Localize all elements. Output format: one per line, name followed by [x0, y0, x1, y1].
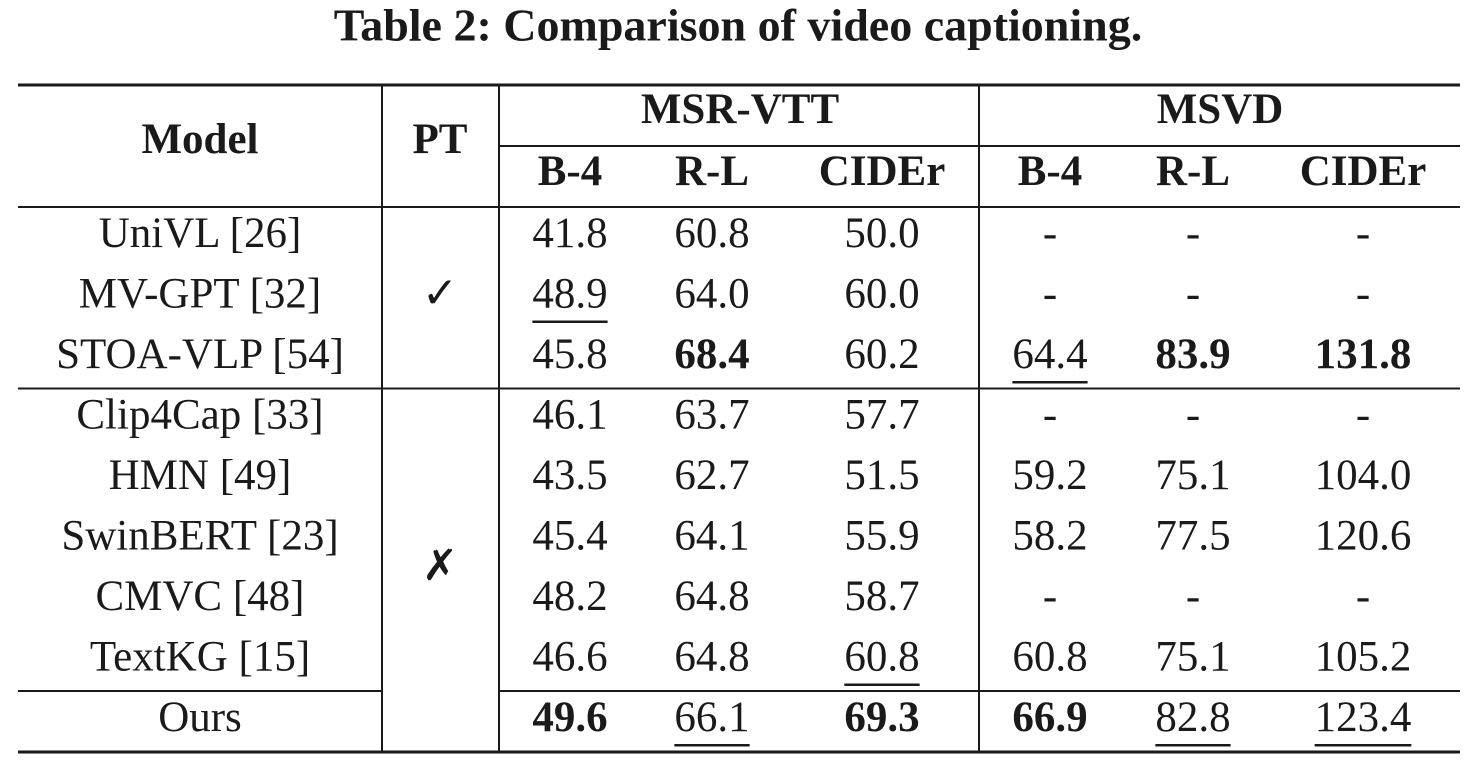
cell-value: -	[1043, 392, 1057, 439]
model-name: STOA-VLP [54]	[56, 331, 344, 378]
cell-value: 64.8	[674, 634, 749, 681]
cell-value: 82.8	[1155, 694, 1230, 741]
cell-value: 51.5	[844, 452, 919, 499]
cell-value: 45.4	[532, 513, 607, 560]
cell-value: 46.6	[532, 634, 607, 681]
cell-value: 50.0	[844, 210, 919, 257]
cell-value: 64.1	[674, 513, 749, 560]
metric-header: CIDEr	[1300, 148, 1427, 195]
cell-value: 63.7	[674, 392, 749, 439]
cell-value: 83.9	[1155, 331, 1230, 378]
cell-value: -	[1186, 210, 1200, 257]
metric-header: R-L	[675, 148, 749, 195]
cell-value: -	[1043, 271, 1057, 318]
header-model: Model	[141, 116, 258, 163]
cell-value: 131.8	[1315, 331, 1412, 378]
cell-value: 105.2	[1315, 634, 1412, 681]
metric-header: B-4	[1018, 148, 1083, 195]
cell-value: -	[1356, 210, 1370, 257]
cell-value: 41.8	[532, 210, 607, 257]
cell-value: 49.6	[532, 694, 607, 741]
model-name: SwinBERT [23]	[61, 513, 338, 560]
cell-value: 75.1	[1155, 452, 1230, 499]
pt-mark: ✓	[422, 271, 458, 318]
model-name: Ours	[158, 694, 242, 741]
header-pt: PT	[413, 116, 468, 163]
cell-value: -	[1356, 392, 1370, 439]
model-name: UniVL [26]	[99, 210, 302, 257]
cell-value: 46.1	[532, 392, 607, 439]
cell-value: 48.9	[532, 271, 607, 318]
model-name: TextKG [15]	[90, 634, 310, 681]
cell-value: 60.8	[844, 634, 919, 681]
cell-value: 60.2	[844, 331, 919, 378]
cell-value: 64.8	[674, 573, 749, 620]
group-header: MSVD	[1157, 86, 1284, 133]
cell-value: 104.0	[1315, 452, 1412, 499]
model-name: MV-GPT [32]	[79, 271, 322, 318]
cell-value: 45.8	[532, 331, 607, 378]
cell-value: -	[1186, 573, 1200, 620]
cell-value: -	[1186, 392, 1200, 439]
group-header: MSR-VTT	[641, 86, 840, 133]
table-title: Table 2: Comparison of video captioning.	[334, 0, 1143, 51]
cell-value: 55.9	[844, 513, 919, 560]
cell-value: 64.0	[674, 271, 749, 318]
cell-value: 64.4	[1012, 331, 1087, 378]
cell-value: 69.3	[844, 694, 919, 741]
cell-value: 120.6	[1315, 513, 1412, 560]
cell-value: -	[1356, 271, 1370, 318]
cell-value: -	[1043, 573, 1057, 620]
metric-header: R-L	[1156, 148, 1230, 195]
metric-header: CIDEr	[819, 148, 946, 195]
cell-value: 58.7	[844, 573, 919, 620]
cell-value: 62.7	[674, 452, 749, 499]
model-name: HMN [49]	[109, 452, 292, 499]
pt-mark: ✗	[422, 543, 458, 590]
cell-value: 60.8	[1012, 634, 1087, 681]
cell-value: 77.5	[1155, 513, 1230, 560]
model-name: Clip4Cap [33]	[76, 392, 323, 439]
cell-value: -	[1043, 210, 1057, 257]
cell-value: 75.1	[1155, 634, 1230, 681]
cell-value: -	[1186, 271, 1200, 318]
cell-value: 123.4	[1315, 694, 1412, 741]
cell-value: 48.2	[532, 573, 607, 620]
cell-value: 68.4	[674, 331, 749, 378]
model-name: CMVC [48]	[95, 573, 304, 620]
cell-value: 59.2	[1012, 452, 1087, 499]
cell-value: 66.9	[1012, 694, 1087, 741]
cell-value: 60.8	[674, 210, 749, 257]
cell-value: 57.7	[844, 392, 919, 439]
cell-value: -	[1356, 573, 1370, 620]
cell-value: 66.1	[674, 694, 749, 741]
metric-header: B-4	[538, 148, 603, 195]
cell-value: 58.2	[1012, 513, 1087, 560]
cell-value: 60.0	[844, 271, 919, 318]
cell-value: 43.5	[532, 452, 607, 499]
